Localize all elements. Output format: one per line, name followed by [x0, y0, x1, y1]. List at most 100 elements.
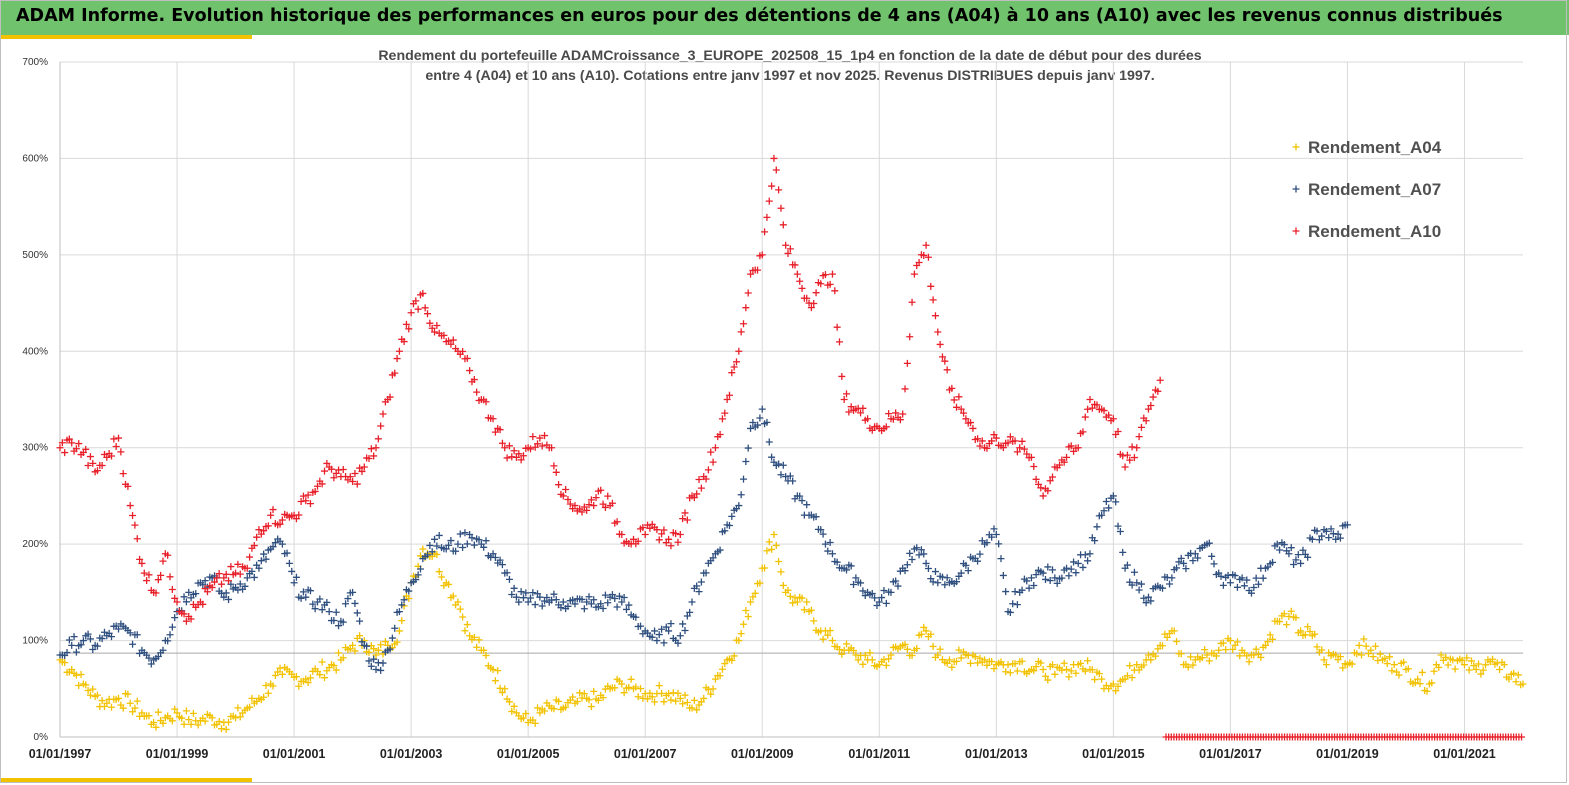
rendement-a07-point: [192, 590, 200, 598]
rendement-a07-point: [1102, 498, 1110, 506]
rendement-a04-point: [1222, 646, 1230, 654]
rendement-a04-point: [573, 698, 581, 706]
rendement-a10-point: [754, 266, 762, 274]
rendement-a04-point: [580, 690, 588, 698]
rendement-a04-point: [1044, 676, 1052, 684]
rendement-a07-point: [445, 541, 453, 549]
rendement-a07-point: [662, 623, 670, 631]
rendement-a10-point: [159, 557, 167, 565]
rendement-a07-point: [578, 595, 586, 603]
rendement-a07-point: [559, 598, 567, 606]
rendement-a07-point: [875, 598, 883, 606]
rendement-a07-point: [740, 475, 748, 483]
rendement-a10-point: [1081, 413, 1089, 421]
rendement-a07-point: [1292, 556, 1300, 564]
rendement-a07-point: [1074, 559, 1082, 567]
rendement-a04-point: [377, 641, 385, 649]
rendement-a10-point: [459, 347, 467, 355]
rendement-a10-point: [215, 570, 223, 578]
rendement-a10-point: [953, 403, 961, 411]
rendement-a04-point: [903, 645, 911, 653]
rendement-a04-point: [150, 719, 158, 727]
rendement-a07-point: [990, 525, 998, 533]
rendement-a07-point: [318, 606, 326, 614]
rendement-a07-point: [1240, 582, 1248, 590]
rendement-a04-point: [225, 718, 233, 726]
x-tick-label: 01/01/2007: [614, 747, 677, 761]
rendement-a04-point: [208, 714, 216, 722]
rendement-a10-point: [1114, 428, 1122, 435]
rendement-a07-point: [550, 590, 558, 598]
rendement-a07-point: [983, 539, 991, 547]
rendement-a04-point: [356, 632, 364, 640]
rendement-a10-point: [1093, 401, 1101, 409]
rendement-a04-point: [1297, 627, 1305, 635]
rendement-a04-point: [1205, 657, 1213, 665]
rendement-a07-point: [510, 584, 518, 592]
rendement-a10-point: [1027, 453, 1035, 461]
rendement-a07-point: [676, 632, 684, 640]
rendement-a10-point: [86, 453, 94, 461]
rendement-a04-point: [693, 706, 701, 714]
legend-marker: [1292, 227, 1300, 235]
rendement-a07-point: [325, 608, 333, 616]
rendement-a10-point: [840, 396, 848, 403]
rendement-a07-point: [695, 588, 703, 596]
rendement-a10-point: [82, 445, 90, 453]
rendement-a07-point: [522, 589, 530, 597]
rendement-a10-point: [798, 284, 806, 292]
rendement-a07-point: [250, 573, 258, 581]
rendement-a07-point: [826, 538, 834, 546]
rendement-a07-point: [857, 579, 865, 587]
rendement-a10-point: [559, 492, 567, 500]
rendement-a04-point: [1463, 654, 1471, 662]
rendement-a07-point: [1259, 574, 1267, 582]
rendement-a10-point: [232, 569, 240, 577]
rendement-a04-point: [531, 719, 539, 727]
rendement-a04-point: [454, 598, 462, 606]
rendement-a10-point: [693, 490, 701, 498]
rendement-a10-point: [889, 415, 897, 423]
rendement-a04-point: [274, 668, 282, 676]
rendement-a04-point: [798, 594, 806, 602]
rendement-a10-point: [292, 515, 300, 523]
rendement-a07-point: [620, 594, 628, 602]
rendement-a04-point: [278, 670, 286, 678]
rendement-a07-point: [775, 460, 783, 468]
rendement-a07-point: [1081, 551, 1089, 559]
rendement-a07-point: [93, 642, 101, 650]
rendement-a07-point: [1116, 527, 1124, 535]
rendement-a04-point: [1339, 664, 1347, 672]
rendement-a07-point: [498, 561, 506, 569]
rendement-a10-point: [711, 444, 719, 452]
rendement-a10-point: [810, 300, 818, 308]
rendement-a04-point: [505, 698, 513, 706]
rendement-a10-point: [407, 309, 415, 317]
rendement-a10-zero-tail-point: [1518, 733, 1526, 741]
rendement-a04-point: [1215, 646, 1223, 654]
rendement-a04-point: [1372, 642, 1380, 650]
rendement-a04-point: [1065, 673, 1073, 681]
rendement-a10-point: [777, 204, 785, 212]
rendement-a07-point: [611, 594, 619, 602]
rendement-a04-point: [86, 691, 94, 699]
rendement-a07-point: [651, 627, 659, 635]
rendement-a07-point: [1041, 575, 1049, 583]
rendement-a10-point: [412, 297, 420, 305]
rendement-a07-point: [920, 550, 928, 558]
rendement-a04-point: [1201, 646, 1209, 654]
rendement-a10-point: [676, 531, 684, 538]
x-tick-label: 01/01/2003: [380, 747, 443, 761]
rendement-a07-point: [323, 598, 331, 606]
rendement-a04-point: [480, 646, 488, 654]
rendement-a07-point: [456, 530, 464, 538]
rendement-a07-point: [1254, 580, 1262, 588]
rendement-a07-point: [386, 645, 394, 653]
rendement-a10-point: [803, 294, 811, 302]
rendement-a04-point: [1369, 653, 1377, 661]
rendement-a07-point: [395, 608, 403, 616]
rendement-a07-point: [1133, 579, 1141, 587]
rendement-a07-point: [648, 633, 656, 641]
rendement-a10-point: [1006, 433, 1014, 441]
rendement-a04-point: [777, 568, 785, 576]
